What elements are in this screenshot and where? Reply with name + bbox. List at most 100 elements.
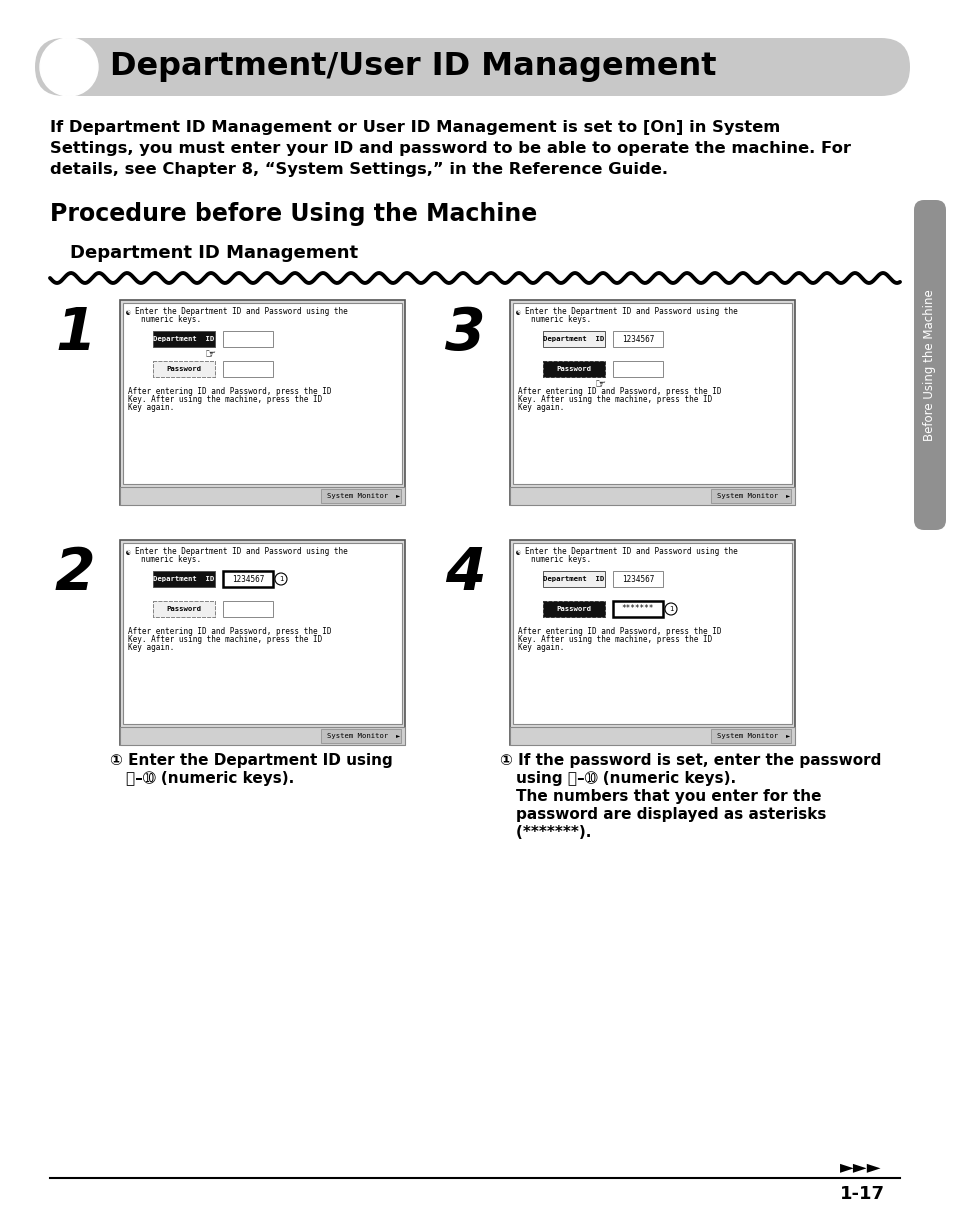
- Text: System Monitor: System Monitor: [327, 733, 388, 739]
- Text: ☯: ☯: [516, 308, 520, 317]
- Text: numeric keys.: numeric keys.: [531, 315, 591, 324]
- Text: System Monitor: System Monitor: [717, 493, 778, 499]
- FancyBboxPatch shape: [513, 303, 791, 483]
- Text: Department  ID: Department ID: [153, 575, 214, 582]
- Text: *******: *******: [621, 605, 654, 614]
- FancyBboxPatch shape: [542, 601, 604, 617]
- Text: After entering ID and Password, press the ID: After entering ID and Password, press th…: [517, 387, 720, 396]
- Text: Settings, you must enter your ID and password to be able to operate the machine.: Settings, you must enter your ID and pas…: [50, 141, 850, 156]
- FancyBboxPatch shape: [613, 601, 662, 617]
- Circle shape: [40, 38, 98, 96]
- Text: Key again.: Key again.: [517, 402, 563, 412]
- FancyBboxPatch shape: [120, 299, 405, 506]
- Text: The numbers that you enter for the: The numbers that you enter for the: [516, 789, 821, 804]
- Text: using ⓪–➉ (numeric keys).: using ⓪–➉ (numeric keys).: [516, 771, 736, 787]
- Text: numeric keys.: numeric keys.: [531, 555, 591, 564]
- FancyBboxPatch shape: [320, 490, 400, 503]
- Text: Procedure before Using the Machine: Procedure before Using the Machine: [50, 202, 537, 226]
- Text: ⓪–➉ (numeric keys).: ⓪–➉ (numeric keys).: [126, 771, 294, 787]
- Text: ►: ►: [395, 493, 399, 498]
- Text: 1234567: 1234567: [232, 574, 264, 584]
- FancyBboxPatch shape: [913, 200, 945, 530]
- Text: ☞: ☞: [595, 378, 606, 391]
- FancyBboxPatch shape: [152, 331, 214, 347]
- Text: Department  ID: Department ID: [543, 575, 604, 582]
- Text: ☞: ☞: [205, 348, 216, 361]
- FancyBboxPatch shape: [223, 331, 273, 347]
- Text: Key again.: Key again.: [517, 643, 563, 652]
- Text: Enter the Department ID and Password using the: Enter the Department ID and Password usi…: [135, 547, 348, 556]
- Text: numeric keys.: numeric keys.: [141, 555, 201, 564]
- FancyBboxPatch shape: [710, 490, 790, 503]
- FancyBboxPatch shape: [542, 571, 604, 587]
- Text: ☯: ☯: [126, 308, 131, 317]
- Text: Key. After using the machine, press the ID: Key. After using the machine, press the …: [128, 636, 322, 644]
- Text: numeric keys.: numeric keys.: [141, 315, 201, 324]
- Text: 1234567: 1234567: [621, 574, 654, 584]
- Text: 1: 1: [55, 306, 95, 362]
- FancyBboxPatch shape: [35, 38, 909, 96]
- Text: System Monitor: System Monitor: [327, 493, 388, 499]
- FancyBboxPatch shape: [613, 571, 662, 587]
- Text: After entering ID and Password, press the ID: After entering ID and Password, press th…: [517, 627, 720, 636]
- FancyBboxPatch shape: [223, 361, 273, 377]
- Text: Key. After using the machine, press the ID: Key. After using the machine, press the …: [517, 395, 712, 404]
- Text: After entering ID and Password, press the ID: After entering ID and Password, press th…: [128, 627, 331, 636]
- FancyBboxPatch shape: [542, 331, 604, 347]
- FancyBboxPatch shape: [152, 361, 214, 377]
- FancyBboxPatch shape: [320, 729, 400, 744]
- Text: 4: 4: [444, 545, 485, 602]
- Text: Department  ID: Department ID: [153, 336, 214, 342]
- Text: details, see Chapter 8, “System Settings,” in the Reference Guide.: details, see Chapter 8, “System Settings…: [50, 162, 667, 177]
- Text: ☯: ☯: [516, 548, 520, 557]
- Text: ►►►: ►►►: [840, 1158, 881, 1175]
- FancyBboxPatch shape: [120, 540, 405, 745]
- Text: Password: Password: [556, 606, 591, 612]
- FancyBboxPatch shape: [120, 487, 405, 506]
- Text: If Department ID Management or User ID Management is set to [On] in System: If Department ID Management or User ID M…: [50, 120, 780, 135]
- FancyBboxPatch shape: [152, 571, 214, 587]
- Text: ① If the password is set, enter the password: ① If the password is set, enter the pass…: [499, 753, 881, 768]
- Text: ① Enter the Department ID using: ① Enter the Department ID using: [110, 753, 393, 768]
- Text: 1-17: 1-17: [840, 1185, 884, 1202]
- FancyBboxPatch shape: [123, 544, 401, 724]
- Text: Department/User ID Management: Department/User ID Management: [110, 52, 716, 82]
- FancyBboxPatch shape: [123, 303, 401, 483]
- Text: Key. After using the machine, press the ID: Key. After using the machine, press the …: [517, 636, 712, 644]
- Text: 1234567: 1234567: [621, 335, 654, 344]
- Text: Password: Password: [556, 366, 591, 372]
- Text: ►: ►: [395, 734, 399, 739]
- FancyBboxPatch shape: [510, 299, 794, 506]
- Text: 2: 2: [55, 545, 95, 602]
- FancyBboxPatch shape: [223, 571, 273, 587]
- Text: Password: Password: [167, 606, 201, 612]
- Text: Before Using the Machine: Before Using the Machine: [923, 290, 936, 440]
- Text: Key. After using the machine, press the ID: Key. After using the machine, press the …: [128, 395, 322, 404]
- FancyBboxPatch shape: [542, 361, 604, 377]
- Text: Key again.: Key again.: [128, 402, 174, 412]
- FancyBboxPatch shape: [152, 601, 214, 617]
- Text: 1: 1: [278, 575, 283, 582]
- Text: Department  ID: Department ID: [543, 336, 604, 342]
- Text: Department ID Management: Department ID Management: [70, 244, 357, 263]
- Text: ☯: ☯: [126, 548, 131, 557]
- Text: Key again.: Key again.: [128, 643, 174, 652]
- Text: 3: 3: [444, 306, 485, 362]
- Text: System Monitor: System Monitor: [717, 733, 778, 739]
- FancyBboxPatch shape: [613, 361, 662, 377]
- FancyBboxPatch shape: [513, 544, 791, 724]
- Text: ►: ►: [785, 493, 789, 498]
- FancyBboxPatch shape: [510, 487, 794, 506]
- FancyBboxPatch shape: [710, 729, 790, 744]
- FancyBboxPatch shape: [120, 728, 405, 745]
- Text: password are displayed as asterisks: password are displayed as asterisks: [516, 807, 825, 822]
- Text: Enter the Department ID and Password using the: Enter the Department ID and Password usi…: [524, 307, 737, 317]
- Text: Enter the Department ID and Password using the: Enter the Department ID and Password usi…: [524, 547, 737, 556]
- Text: Password: Password: [167, 366, 201, 372]
- Text: Enter the Department ID and Password using the: Enter the Department ID and Password usi…: [135, 307, 348, 317]
- Text: 1: 1: [668, 606, 673, 612]
- FancyBboxPatch shape: [510, 540, 794, 745]
- FancyBboxPatch shape: [510, 728, 794, 745]
- FancyBboxPatch shape: [613, 331, 662, 347]
- Text: (*******).: (*******).: [516, 825, 596, 840]
